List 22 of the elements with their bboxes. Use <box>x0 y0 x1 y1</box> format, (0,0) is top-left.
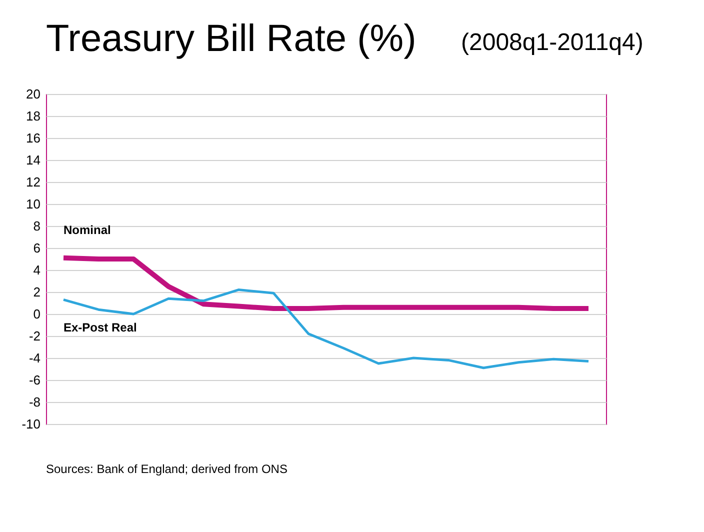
y-tick-label: -4 <box>28 350 40 366</box>
y-tick-label: -10 <box>22 416 40 432</box>
y-tick-label: 14 <box>26 152 40 168</box>
y-tick-label: -6 <box>28 372 40 388</box>
y-tick-label: 6 <box>33 240 40 256</box>
series-label: Nominal <box>64 222 111 237</box>
line-series <box>62 288 590 370</box>
y-tick-label: 4 <box>33 262 40 278</box>
y-tick-label: 20 <box>26 86 40 102</box>
series-label: Ex-Post Real <box>64 320 137 335</box>
y-tick-label: -2 <box>28 328 40 344</box>
y-tick-label: 2 <box>33 284 40 300</box>
y-tick-label: 18 <box>26 108 40 124</box>
y-tick-label: 8 <box>33 218 40 234</box>
y-tick-label: -8 <box>28 394 40 410</box>
y-tick-label: 10 <box>26 196 40 212</box>
source-note: Sources: Bank of England; derived from ONS <box>46 462 288 476</box>
y-tick-label: 16 <box>26 130 40 146</box>
y-tick-label: 0 <box>33 306 40 322</box>
y-tick-label: 12 <box>26 174 40 190</box>
chart-subtitle: (2008q1-2011q4) <box>461 29 644 56</box>
chart-title: Treasury Bill Rate (%) <box>46 18 416 60</box>
